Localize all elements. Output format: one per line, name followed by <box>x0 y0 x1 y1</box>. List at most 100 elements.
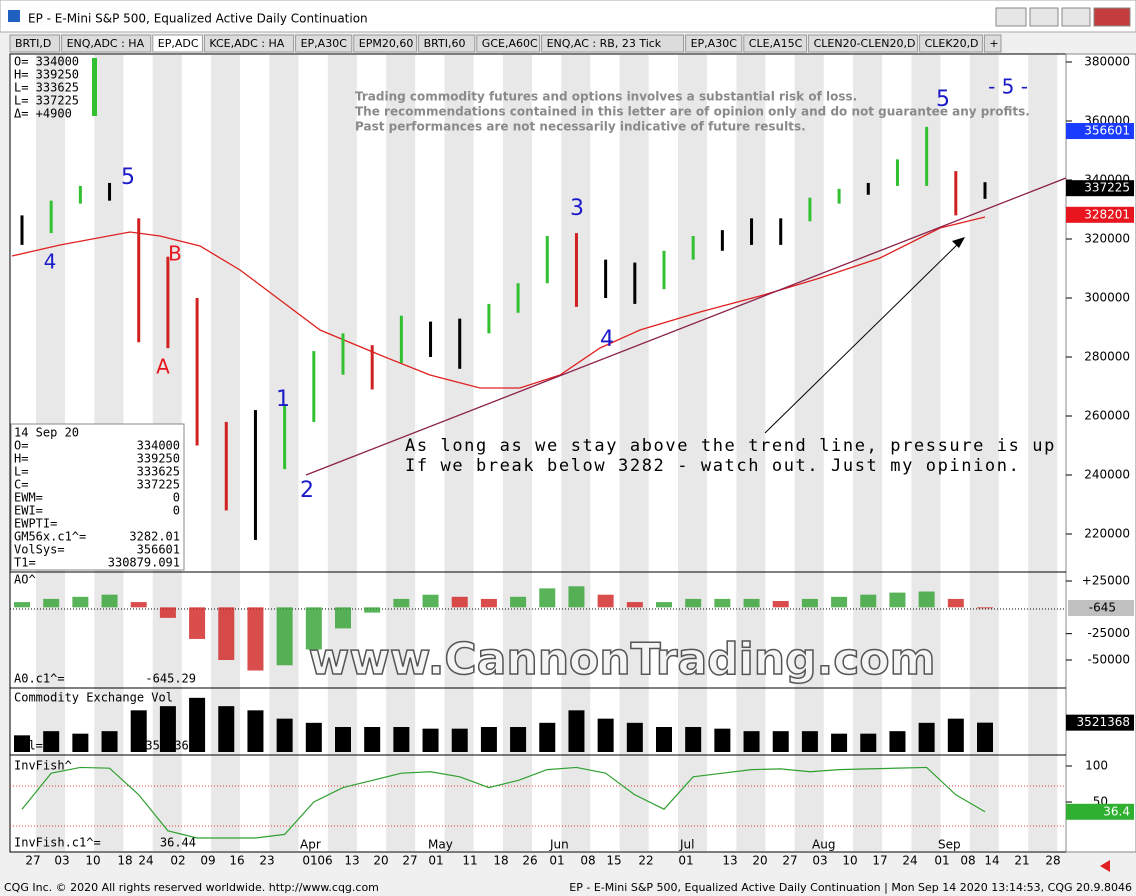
wave-label: 4 <box>600 327 614 352</box>
maximize-button[interactable] <box>1061 7 1091 27</box>
price-bar <box>166 256 170 349</box>
price-bar <box>399 315 403 363</box>
ao-bar <box>101 594 118 608</box>
month-label: Sep <box>938 838 961 852</box>
info-value: 334000 <box>137 439 180 453</box>
invfish-line <box>21 766 986 839</box>
volume-bar <box>860 733 877 752</box>
readout-label: Vol= <box>14 739 43 753</box>
info-label: C= <box>14 478 28 492</box>
ao-bar <box>889 592 906 608</box>
date-label: 10 <box>842 854 857 868</box>
volume-bar <box>364 727 381 752</box>
tab-label[interactable]: EP,A30C <box>691 37 738 50</box>
volume-current-box <box>1066 714 1134 731</box>
date-label: 24 <box>902 854 917 868</box>
date-label: 09 <box>200 854 215 868</box>
ohlc-readout: O= 334000 <box>14 55 79 69</box>
link-button[interactable] <box>995 7 1027 27</box>
ao-tick-label: +25000 <box>1082 574 1130 588</box>
price-bar <box>808 197 812 222</box>
date-label: 20 <box>373 854 388 868</box>
ohlc-bar <box>92 58 97 116</box>
tab-label[interactable]: CLEK20,D <box>925 37 979 50</box>
price-bar <box>750 218 754 245</box>
price-bar <box>866 182 870 195</box>
volume-bar <box>189 697 206 752</box>
tab[interactable] <box>476 34 541 53</box>
tab-label[interactable]: EPM20,60 <box>359 37 414 50</box>
tab[interactable] <box>295 34 353 53</box>
ohlc-readout: L= 337225 <box>14 94 79 108</box>
tab[interactable] <box>919 34 983 53</box>
info-label: O= <box>14 439 28 453</box>
tab-label[interactable]: ENQ,ADC : HA <box>67 37 145 50</box>
wave-label: 2 <box>300 478 314 503</box>
price-bar <box>516 283 520 313</box>
date-label: 13 <box>344 854 359 868</box>
comment: If we break below 3282 - watch out. Just… <box>405 456 1020 476</box>
ao-bar <box>714 598 731 608</box>
volume-bar <box>72 733 89 752</box>
tab[interactable] <box>418 34 476 53</box>
tab[interactable] <box>983 34 1002 53</box>
volume-bar <box>130 710 147 752</box>
tab-label[interactable]: CLE,A15C <box>749 37 803 50</box>
date-label: 01 <box>428 854 443 868</box>
week-shade <box>619 55 649 851</box>
tab-label[interactable]: KCE,ADC : HA <box>209 37 284 50</box>
fish-tick-label: 100 <box>1085 759 1108 773</box>
volume-bar <box>947 718 964 752</box>
tab-label[interactable]: CLEN20-CLEN20,D <box>814 37 916 50</box>
tab[interactable] <box>203 34 295 53</box>
month-label: Apr <box>300 838 321 852</box>
ao-bar <box>480 598 497 608</box>
price-marker-label: 356601 <box>1084 124 1130 138</box>
date-label: 13 <box>722 854 737 868</box>
volume-bar <box>743 731 760 752</box>
ao-bar <box>743 598 760 608</box>
tab[interactable] <box>743 34 808 53</box>
tab-label[interactable]: GCE,A60C <box>482 37 538 50</box>
ao-bar <box>685 598 702 608</box>
price-bar <box>954 171 958 216</box>
volume-bar <box>14 735 30 752</box>
tab-label[interactable]: BRTI,60 <box>424 37 466 50</box>
tab[interactable] <box>808 34 919 53</box>
ao-bar <box>159 607 176 618</box>
info-label: T1= <box>14 556 36 570</box>
date-label: 18 <box>117 854 132 868</box>
ohlc-readout: H= 339250 <box>14 68 79 82</box>
tab-label[interactable]: EP,A30C <box>301 37 348 50</box>
panel-label: InvFish^ <box>14 759 72 773</box>
info-value: 339250 <box>137 452 180 466</box>
tab-label[interactable]: ENQ,AC : RB, 23 Tick <box>547 37 662 50</box>
volume-bar <box>393 727 410 752</box>
wave-label: 4 <box>44 250 57 274</box>
tab-label[interactable]: + <box>989 37 998 50</box>
price-marker <box>1066 123 1134 140</box>
tab[interactable] <box>61 34 152 53</box>
info-label: H= <box>14 452 28 466</box>
title-bar <box>0 0 1136 33</box>
tab[interactable] <box>541 34 685 53</box>
price-bar <box>195 298 199 446</box>
close-button[interactable] <box>1093 7 1131 27</box>
price-bar <box>312 351 316 422</box>
fish-current-box <box>1066 803 1134 820</box>
tab[interactable] <box>152 34 203 53</box>
info-label: EWM= <box>14 491 43 505</box>
minimize-button[interactable] <box>1029 7 1059 27</box>
info-box <box>10 423 185 571</box>
ao-bar <box>364 607 381 613</box>
tab[interactable] <box>9 34 61 53</box>
y-tick-label: 300000 <box>1084 291 1130 305</box>
y-tick-label: 380000 <box>1084 55 1130 69</box>
tab-label[interactable]: EP,ADC <box>158 37 199 50</box>
tab[interactable] <box>685 34 743 53</box>
tab[interactable] <box>353 34 418 53</box>
readout-label: InvFish.c1^= <box>14 836 101 850</box>
tab-label[interactable]: BRTI,D <box>15 37 51 50</box>
ao-bar <box>72 596 89 608</box>
scroll-arrow-icon[interactable] <box>1100 860 1110 872</box>
